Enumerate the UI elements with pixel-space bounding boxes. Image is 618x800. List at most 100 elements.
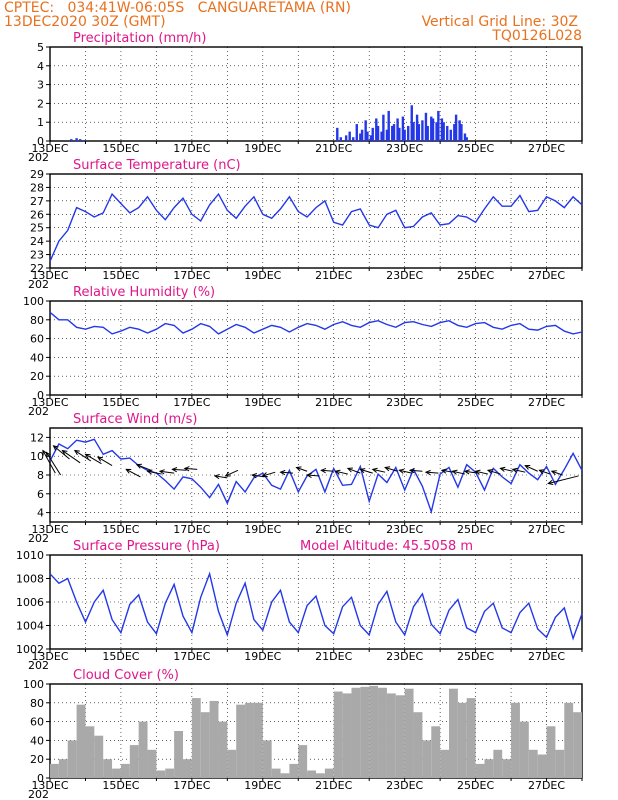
x-year-label: 202: [28, 532, 49, 545]
cloud-cover-bar: [324, 768, 334, 778]
header-location: CPTEC: 034:41W-06:05S CANGUARETAMA (RN): [4, 0, 351, 16]
series-line: [49, 192, 583, 262]
cloud-cover-bar: [342, 693, 352, 778]
x-year-label: 202: [28, 788, 49, 800]
wind-arrow: [97, 456, 113, 467]
x-tick-label: 21DEC: [315, 269, 352, 282]
wind-arrow: [147, 470, 162, 475]
panel-title: Cloud Cover (%): [73, 668, 179, 683]
precip-bar: [442, 122, 445, 141]
wind-arrow: [551, 470, 563, 476]
cloud-cover-bar: [413, 712, 423, 778]
precip-bar: [437, 110, 440, 141]
x-tick-label: 13DEC: [31, 142, 68, 155]
precip-bar: [421, 120, 424, 141]
precip-bar: [407, 125, 410, 141]
x-tick-label: 27DEC: [528, 396, 565, 409]
wind-arrow-head: [547, 479, 554, 485]
x-tick-label: 17DEC: [173, 523, 210, 536]
wind-arrow-head: [61, 449, 68, 456]
x-tick-label: 27DEC: [528, 650, 565, 663]
wind-arrow: [525, 465, 538, 472]
wind-arrow-head: [486, 469, 494, 475]
x-tick-label: 19DEC: [244, 396, 281, 409]
cloud-cover-bar: [519, 721, 529, 778]
x-tick-label: 13DEC: [31, 650, 68, 663]
precip-bar: [376, 125, 380, 141]
precip-bar: [458, 120, 461, 141]
y-tick-label: 27: [30, 195, 44, 208]
wind-arrow-head: [384, 466, 391, 472]
cloud-cover-bar: [67, 740, 77, 778]
wind-arrow-head: [261, 472, 268, 478]
y-tick-label: 10: [30, 450, 44, 463]
wind-arrow: [385, 467, 398, 472]
y-tick-label: 29: [30, 168, 44, 181]
wind-arrow: [441, 469, 453, 473]
x-tick-label: 25DEC: [457, 523, 494, 536]
x-tick-label: 23DEC: [386, 396, 423, 409]
wind-arrow-head: [146, 469, 153, 475]
wind-arrow-head: [158, 469, 165, 475]
x-year-label: 202: [28, 659, 49, 672]
cloud-cover-bar: [511, 702, 520, 778]
wind-arrow: [172, 468, 187, 471]
wind-arrow: [280, 471, 293, 474]
panel-frame: [49, 300, 583, 396]
x-tick-label: 15DEC: [102, 523, 139, 536]
y-tick-label: 24: [30, 235, 44, 248]
cloud-cover-bar: [236, 704, 246, 778]
cloud-cover-bar: [112, 768, 121, 778]
y-tick-label: 0: [37, 135, 44, 148]
precip-bar: [398, 127, 401, 141]
y-tick-label: 1010: [16, 549, 44, 562]
precip-bar: [360, 129, 364, 141]
wind-arrow-head: [279, 469, 286, 476]
x-tick-label: 19DEC: [244, 269, 281, 282]
y-tick-label: 20: [30, 370, 44, 383]
y-tick-label: 4: [37, 60, 44, 73]
cloud-cover-bar: [457, 702, 467, 778]
precip-bar: [366, 131, 369, 141]
cloud-cover-bar: [129, 745, 139, 778]
y-tick-label: 100: [23, 295, 44, 308]
cloud-cover-bar: [262, 740, 272, 778]
wind-arrow-head: [251, 473, 258, 479]
precip-bar: [380, 131, 383, 141]
precip-bar: [392, 124, 396, 141]
cloud-cover-bar: [289, 763, 299, 778]
x-tick-label: 17DEC: [173, 650, 210, 663]
header-vertical-grid: Vertical Grid Line: 30Z: [421, 14, 578, 30]
precip-bar: [426, 125, 429, 141]
precip-bar: [387, 110, 390, 141]
wind-arrow-head: [424, 469, 431, 476]
y-tick-label: 5: [37, 41, 44, 54]
cloud-cover-bar: [200, 712, 210, 778]
y-tick-label: 4: [37, 507, 44, 520]
x-tick-label: 23DEC: [386, 650, 423, 663]
x-tick-label: 27DEC: [528, 523, 565, 536]
x-tick-label: 27DEC: [528, 269, 565, 282]
wind-arrow: [512, 468, 526, 473]
cloud-cover-bar: [378, 687, 387, 778]
cloud-cover-bar: [431, 726, 441, 778]
x-tick-label: 15DEC: [102, 650, 139, 663]
cloud-cover-bar: [351, 687, 361, 778]
wind-arrow-head: [550, 470, 557, 476]
x-tick-label: 13DEC: [31, 779, 68, 792]
wind-arrow: [62, 450, 81, 464]
cloud-cover-bar: [245, 702, 254, 778]
wind-arrow-head: [346, 467, 353, 473]
wind-arrow: [42, 450, 56, 474]
wind-arrow-head: [224, 471, 231, 477]
precip-bar: [375, 118, 378, 141]
wind-arrow: [548, 475, 579, 484]
panel-title: Precipitation (mm/h): [73, 31, 206, 46]
x-tick-label: 13DEC: [31, 269, 68, 282]
precip-bar: [410, 105, 413, 141]
wind-arrow: [262, 471, 276, 477]
y-tick-label: 100: [23, 678, 44, 691]
x-tick-label: 25DEC: [457, 650, 494, 663]
wind-arrow-head: [499, 466, 506, 472]
precip-bar: [454, 114, 458, 141]
